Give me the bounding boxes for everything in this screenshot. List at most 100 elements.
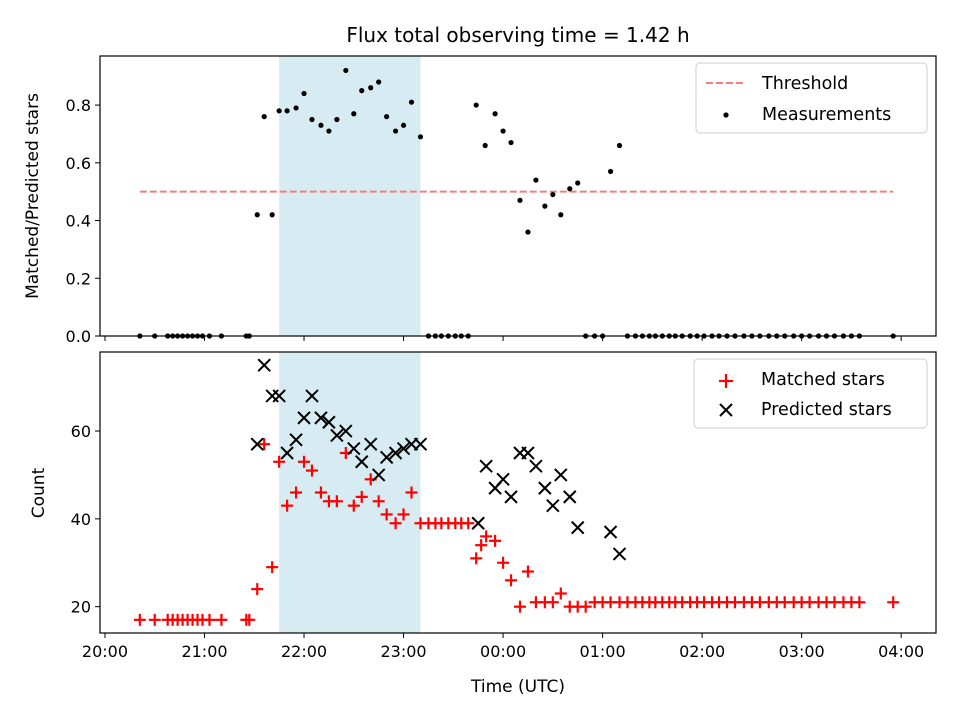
matched-star-point [405,486,418,499]
bottom-y-tick-label: 60 [71,422,91,441]
measurement-point [334,116,340,123]
measurement-point [301,90,307,97]
figure-title: Flux total observing time = 1.42 h [346,23,689,47]
matched-star-point [372,495,385,508]
matched-star-point [281,499,294,512]
matched-star-point [314,486,327,499]
predicted-star-point [322,415,336,429]
measurement-point [408,99,415,105]
top-x-ticks [104,336,902,341]
bottom-y-axis-label: Count [29,467,49,518]
predicted-star-point [347,441,361,456]
matched-star-point [497,556,510,569]
matched-star-point [355,490,368,503]
bottom-panel: 20 40 60 20:00 21:00 22:00 23:00 00:00 01:00 02:… [29,351,937,697]
measurement-point [384,114,390,120]
measurement-point [482,142,488,149]
matched-star-point [546,596,559,609]
matched-star-point [330,495,343,508]
measurement-point [417,134,424,140]
matched-legend-label: Matched stars [761,370,885,390]
predicted-star-point [363,437,378,451]
matched-star-point [215,613,228,626]
top-legend: Threshold Measurements [695,62,928,134]
matched-star-point [887,596,900,609]
x-tick-label: 23:00 [380,642,426,661]
x-axis-label: Time (UTC) [470,677,565,697]
top-y-axis-label: Matched/Predicted stars [23,93,43,299]
x-tick-label: 00:00 [480,642,526,661]
matched-star-point [579,600,592,613]
x-tick-label: 02:00 [679,642,725,661]
measurement-point [500,128,506,134]
predicted-star-point [272,389,286,403]
matched-legend-swatch [719,374,733,388]
predicted-star-point [479,459,493,473]
measurement-point [284,108,290,114]
bottom-x-ticks: 20:00 21:00 22:00 23:00 00:00 01:00 02:00 03:00… [82,633,924,661]
predicted-star-point [538,481,552,495]
measurement-point [309,116,315,123]
bottom-y-ticks: 20 40 60 [71,422,100,617]
predicted-star-point [257,358,271,372]
predicted-star-point [289,433,303,447]
measurement-point [368,85,374,91]
predicted-star-point [571,520,585,535]
matched-star-point [290,486,303,499]
predicted-star-point [521,446,535,460]
measurement-point [400,122,407,128]
matched-star-point [203,613,216,626]
matched-star-point [148,613,161,626]
matched-star-point [380,508,393,521]
predicted-star-point [554,468,568,482]
x-tick-label: 01:00 [580,642,626,661]
bottom-shaded-span [279,352,421,633]
top-axes-frame [99,55,937,337]
matched-star-point [513,600,526,613]
predicted-star-point [396,441,411,456]
predicted-legend-label: Predicted stars [761,400,892,420]
matched-star-point [305,464,318,477]
measurement-point [550,191,556,198]
x-tick-label: 20:00 [82,642,128,661]
predicted-star-point [339,424,353,438]
measurement-point [376,79,382,85]
top-shaded-span [279,56,421,336]
bottom-legend: Matched stars Predicted stars [693,358,928,429]
measurement-point [607,168,614,175]
matched-star-point [266,561,279,574]
bottom-markers [133,358,900,626]
measurement-point [558,212,564,218]
x-tick-label: 22:00 [281,642,327,661]
predicted-star-point [612,547,627,561]
predicted-star-point [265,389,279,403]
x-tick-label: 04:00 [878,642,924,661]
predicted-legend-swatch [719,403,733,417]
predicted-star-point [496,472,510,487]
measurement-point [517,197,523,203]
matched-star-point [480,530,493,543]
measurement-point [351,111,357,117]
matched-star-point [853,596,866,609]
measurement-point [492,111,498,117]
predicted-star-point [314,411,328,425]
measurement-point [473,102,479,108]
matched-star-point [489,534,502,547]
x-tick-label: 21:00 [181,642,227,661]
measurement-point [343,67,349,74]
x-tick-label: 03:00 [779,642,825,661]
predicted-star-point [504,490,518,504]
top-y-tick-label: 0.6 [66,154,91,173]
matched-star-point [397,508,410,521]
measurement-point [616,142,623,149]
predicted-star-point [379,450,394,465]
top-y-tick-label: 0.0 [66,327,91,346]
predicted-star-point [413,437,428,451]
measurement-point [508,139,514,146]
predicted-star-point [529,459,543,473]
measurement-point [293,105,299,111]
measurement-point [542,203,548,209]
predicted-star-point [388,446,403,460]
bottom-legend-box [693,358,928,429]
measurement-point [254,212,260,218]
